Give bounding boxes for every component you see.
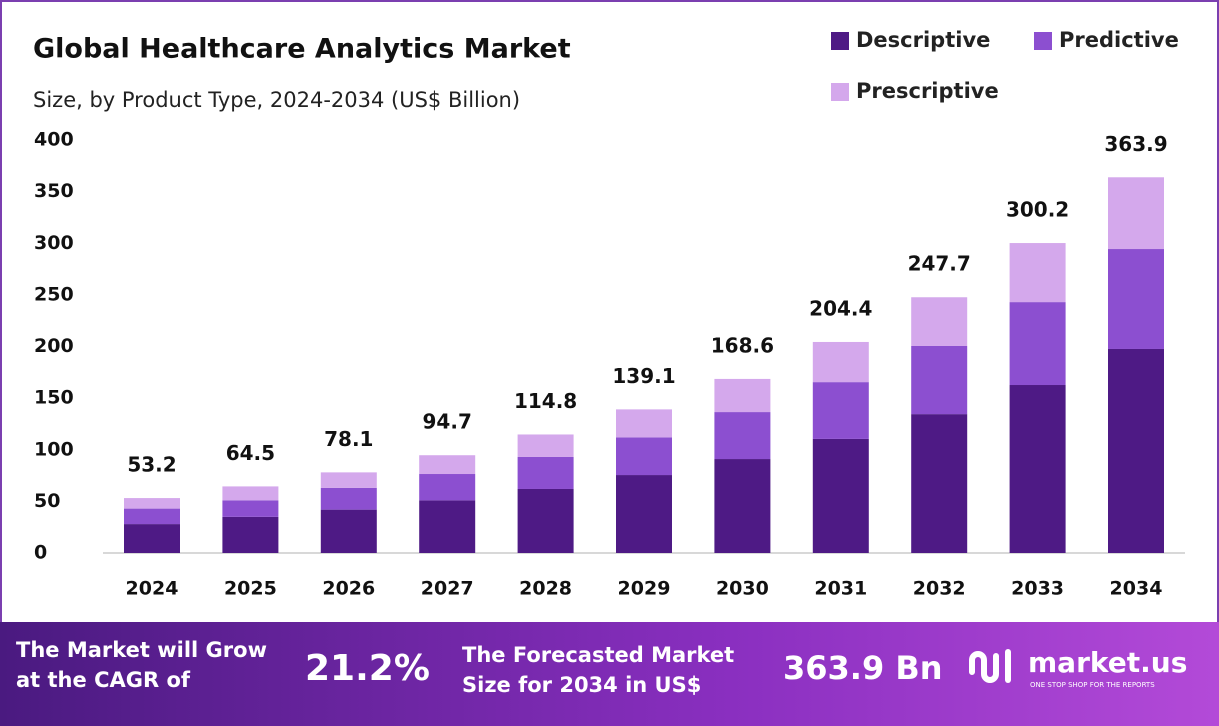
bar-segment — [1009, 243, 1066, 303]
bar-segment — [812, 438, 869, 553]
bar-segment — [419, 474, 476, 501]
total-label: 247.7 — [908, 252, 971, 276]
bar-segment — [1009, 302, 1066, 386]
chart-title: Global Healthcare Analytics Market — [33, 34, 571, 65]
bar-segment — [124, 498, 180, 509]
total-label: 363.9 — [1104, 132, 1167, 156]
bar-segment — [517, 488, 574, 553]
bar-segment — [222, 500, 279, 517]
y-tick-label: 100 — [34, 438, 74, 460]
total-label: 53.2 — [127, 453, 176, 477]
total-label: 139.1 — [612, 364, 675, 388]
footer-text: The Forecasted Market — [462, 643, 734, 667]
bar-segment — [812, 382, 869, 439]
footer-band — [0, 622, 1219, 726]
footer-text: at the CAGR of — [16, 668, 191, 692]
y-tick-label: 150 — [34, 387, 74, 409]
total-label: 168.6 — [711, 333, 774, 357]
x-tick-label: 2032 — [913, 578, 966, 600]
bar-segment — [616, 475, 672, 553]
x-tick-label: 2028 — [519, 578, 572, 600]
bar-segment — [616, 409, 672, 438]
bar-segment — [1009, 385, 1066, 553]
footer-text: Size for 2034 in US$ — [462, 673, 701, 697]
legend-label: Prescriptive — [856, 79, 999, 103]
x-tick-label: 2029 — [618, 578, 671, 600]
total-label: 114.8 — [514, 389, 577, 413]
forecast-value: 363.9 Bn — [783, 649, 943, 687]
x-tick-label: 2030 — [716, 578, 769, 600]
total-label: 300.2 — [1006, 198, 1069, 222]
legend-swatch — [1034, 32, 1052, 50]
legend-swatch — [831, 83, 849, 101]
bar-segment — [222, 486, 279, 501]
y-tick-label: 300 — [34, 232, 74, 254]
bar-segment — [1108, 348, 1164, 553]
bar-segment — [517, 434, 574, 457]
bar-segment — [419, 500, 476, 553]
bar-segment — [124, 508, 180, 525]
chart-subtitle: Size, by Product Type, 2024-2034 (US$ Bi… — [33, 88, 520, 112]
footer-text: The Market will Grow — [16, 638, 267, 662]
bar-segment — [124, 524, 180, 553]
total-label: 64.5 — [226, 441, 275, 465]
bar-segment — [1108, 249, 1164, 349]
x-tick-label: 2034 — [1110, 578, 1163, 600]
y-tick-label: 400 — [34, 129, 74, 151]
bar-segment — [517, 456, 574, 489]
bar-segment — [714, 412, 771, 460]
bar-segment — [911, 345, 968, 415]
y-tick-label: 250 — [34, 283, 74, 305]
bar-segment — [320, 487, 377, 510]
x-tick-label: 2027 — [421, 578, 474, 600]
x-tick-label: 2026 — [322, 578, 375, 600]
bar-segment — [812, 341, 869, 383]
tagline: ONE STOP SHOP FOR THE REPORTS — [1030, 681, 1155, 689]
bar-segment — [320, 509, 377, 553]
bar-segment — [320, 472, 377, 488]
bar-segment — [911, 297, 968, 346]
cagr-value: 21.2% — [305, 648, 430, 689]
bar-segment — [1108, 177, 1164, 250]
total-label: 204.4 — [809, 296, 872, 320]
legend-label: Predictive — [1059, 28, 1179, 52]
x-tick-label: 2033 — [1011, 578, 1064, 600]
x-tick-label: 2024 — [126, 578, 179, 600]
y-tick-label: 200 — [34, 335, 74, 357]
y-tick-label: 50 — [34, 490, 60, 512]
bar-segment — [222, 516, 279, 553]
bar-segment — [714, 459, 771, 553]
y-tick-label: 0 — [34, 542, 47, 564]
x-tick-label: 2031 — [814, 578, 867, 600]
legend-label: Descriptive — [856, 28, 990, 52]
x-tick-label: 2025 — [224, 578, 277, 600]
total-label: 78.1 — [324, 427, 373, 451]
bar-segment — [419, 455, 476, 475]
bar-segment — [714, 378, 771, 413]
brand: market.us — [1028, 646, 1187, 679]
brand-logo — [969, 649, 1011, 683]
bar-segment — [616, 437, 672, 476]
legend-swatch — [831, 32, 849, 50]
bar-segment — [911, 414, 968, 553]
total-label: 94.7 — [423, 410, 472, 434]
y-tick-label: 350 — [34, 180, 74, 202]
